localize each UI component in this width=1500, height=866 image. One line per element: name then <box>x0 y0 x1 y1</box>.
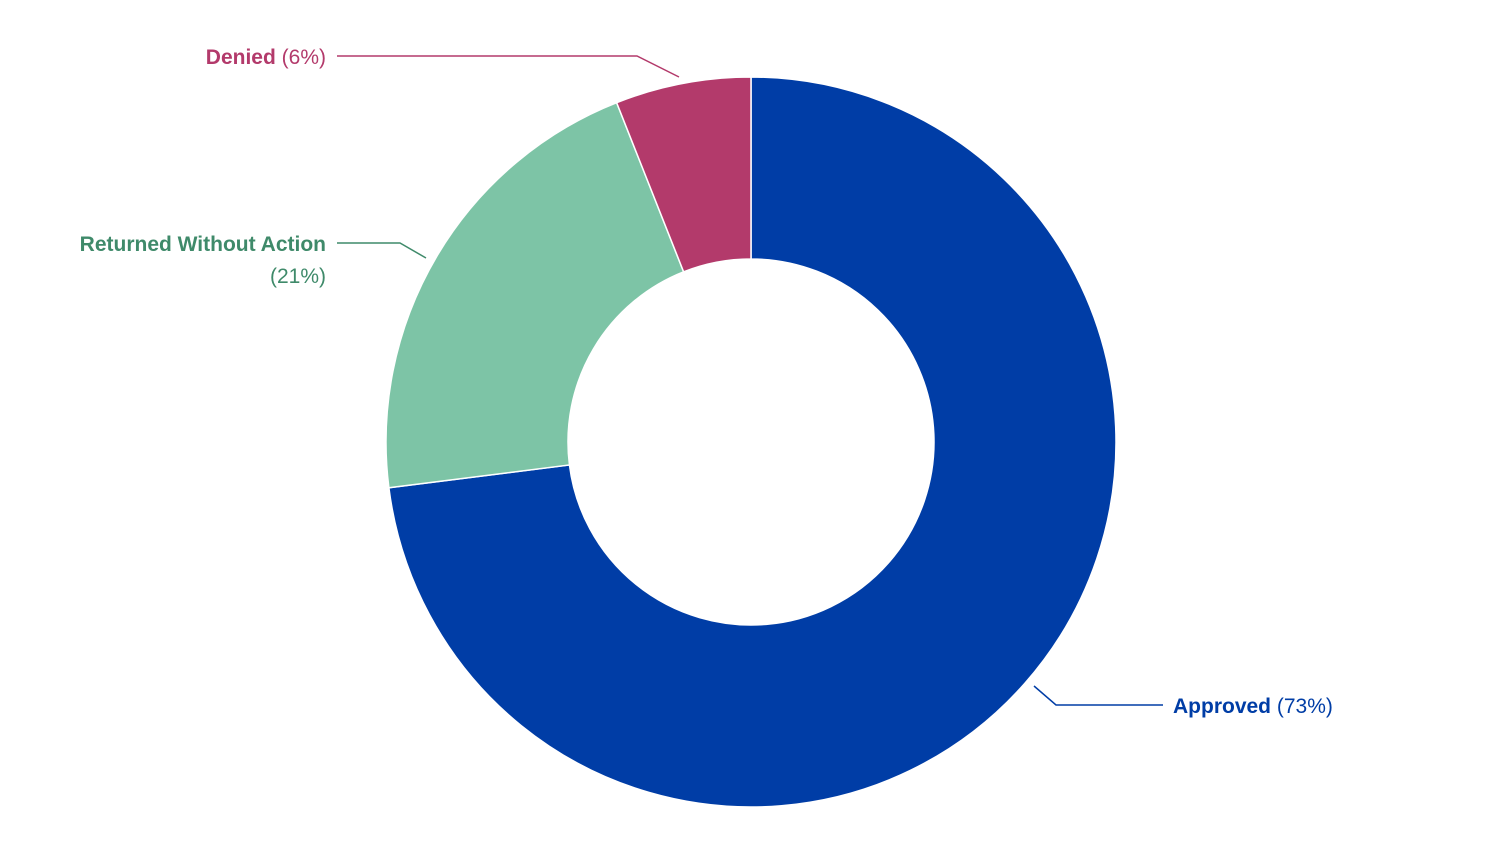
slice-name: Denied <box>206 46 276 69</box>
slice-label-approved: Approved (73%) <box>1173 695 1333 718</box>
slice-label-denied: Denied (6%) <box>206 46 326 69</box>
slice-label-returned-without-action: Returned Without Action <box>80 233 326 256</box>
leader-line-returned-without-action <box>337 242 427 259</box>
slice-percent: (21%) <box>270 265 326 288</box>
slice-percent: (73%) <box>1271 695 1333 718</box>
slice-labels: Approved (73%) Returned Without Action (21… <box>80 46 1333 718</box>
slice-name: Approved <box>1173 695 1271 718</box>
slice-approved <box>388 76 1117 808</box>
slice-percent: (6%) <box>276 46 326 69</box>
slice-label-returned-without-action: (21%) <box>270 265 326 288</box>
slice-returned-without-action <box>385 101 685 489</box>
leader-line-denied <box>337 55 680 78</box>
slice-denied <box>615 76 752 273</box>
leader-lines <box>337 55 1163 706</box>
donut-slices <box>385 76 1117 808</box>
slice-name: Returned Without Action <box>80 233 326 256</box>
leader-line-approved <box>1033 685 1163 706</box>
